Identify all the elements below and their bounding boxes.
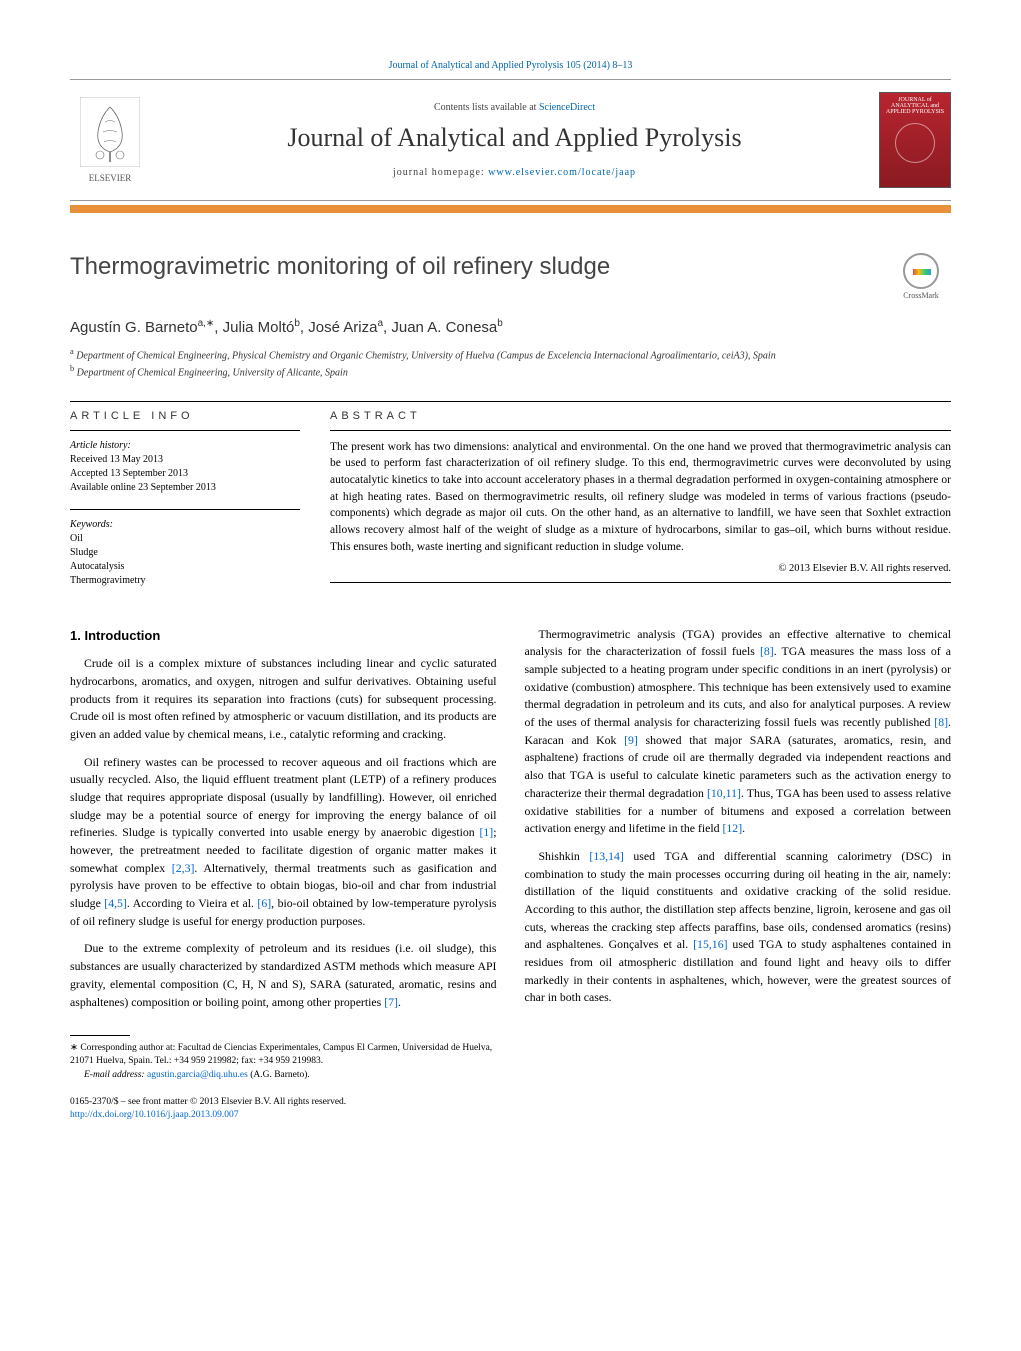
section-heading: 1. Introduction xyxy=(70,626,497,646)
abstract: abstract The present work has two dimens… xyxy=(330,410,951,602)
running-head: Journal of Analytical and Applied Pyroly… xyxy=(70,60,951,71)
footnotes: ∗ Corresponding author at: Facultad de C… xyxy=(70,1042,497,1082)
journal-cover-thumbnail: JOURNAL of ANALYTICAL and APPLIED PYROLY… xyxy=(879,92,951,188)
citation-link[interactable]: [13,14] xyxy=(589,849,623,863)
citation-link[interactable]: [8] xyxy=(760,644,774,658)
article-info: article info Article history: Received 1… xyxy=(70,410,300,602)
elsevier-tree-icon xyxy=(80,97,140,167)
citation-link[interactable]: [7] xyxy=(384,995,398,1009)
abstract-heading: abstract xyxy=(330,410,951,422)
copyright-line: © 2013 Elsevier B.V. All rights reserved… xyxy=(330,563,951,574)
author: Julia Moltó xyxy=(223,319,295,336)
contents-available: Contents lists available at ScienceDirec… xyxy=(150,102,879,113)
journal-homepage: journal homepage: www.elsevier.com/locat… xyxy=(150,167,879,178)
citation-link[interactable]: [9] xyxy=(624,733,638,747)
citation-link[interactable]: [1] xyxy=(479,825,493,839)
paragraph: Crude oil is a complex mixture of substa… xyxy=(70,655,497,743)
publisher-name: ELSEVIER xyxy=(70,173,150,183)
crossmark-icon xyxy=(903,253,939,289)
doi-link[interactable]: http://dx.doi.org/10.1016/j.jaap.2013.09… xyxy=(70,1110,238,1120)
publisher-logo: ELSEVIER xyxy=(70,97,150,183)
author: Juan A. Conesa xyxy=(391,319,497,336)
keyword: Thermogravimetry xyxy=(70,574,300,588)
footnote-rule xyxy=(70,1035,130,1036)
citation-link[interactable]: [8] xyxy=(934,715,948,729)
citation-link[interactable]: [12] xyxy=(722,821,742,835)
citation-link[interactable]: [4,5] xyxy=(104,896,127,910)
keyword: Autocatalysis xyxy=(70,560,300,574)
keyword: Oil xyxy=(70,532,300,546)
keyword: Sludge xyxy=(70,546,300,560)
author: Agustín G. Barneto xyxy=(70,319,198,336)
article-title: Thermogravimetric monitoring of oil refi… xyxy=(70,253,610,281)
email-link[interactable]: agustin.garcia@diq.uhu.es xyxy=(147,1070,248,1080)
citation-link[interactable]: [10,11] xyxy=(707,786,741,800)
crossmark-badge[interactable]: CrossMark xyxy=(891,253,951,300)
author: José Ariza xyxy=(308,319,377,336)
rule xyxy=(70,401,951,402)
citation-link[interactable]: [2,3] xyxy=(172,861,195,875)
abstract-text: The present work has two dimensions: ana… xyxy=(330,439,951,556)
journal-header: ELSEVIER Contents lists available at Sci… xyxy=(70,79,951,201)
journal-title: Journal of Analytical and Applied Pyroly… xyxy=(150,123,879,153)
affiliations: a Department of Chemical Engineering, Ph… xyxy=(70,346,951,381)
paragraph: Shishkin [13,14] used TGA and differenti… xyxy=(525,848,952,1007)
article-body: 1. Introduction Crude oil is a complex m… xyxy=(70,626,951,1020)
article-info-heading: article info xyxy=(70,410,300,422)
citation-link[interactable]: [6] xyxy=(257,896,271,910)
homepage-link[interactable]: www.elsevier.com/locate/jaap xyxy=(488,167,636,178)
paragraph: Oil refinery wastes can be processed to … xyxy=(70,754,497,931)
citation-link[interactable]: [15,16] xyxy=(693,937,727,951)
divider-bar xyxy=(70,205,951,213)
author-list: Agustín G. Barnetoa,∗, Julia Moltób, Jos… xyxy=(70,318,951,336)
paragraph: Thermogravimetric analysis (TGA) provide… xyxy=(525,626,952,838)
paragraph: Due to the extreme complexity of petrole… xyxy=(70,940,497,1011)
sciencedirect-link[interactable]: ScienceDirect xyxy=(539,102,595,113)
page-footer: 0165-2370/$ – see front matter © 2013 El… xyxy=(70,1096,497,1123)
